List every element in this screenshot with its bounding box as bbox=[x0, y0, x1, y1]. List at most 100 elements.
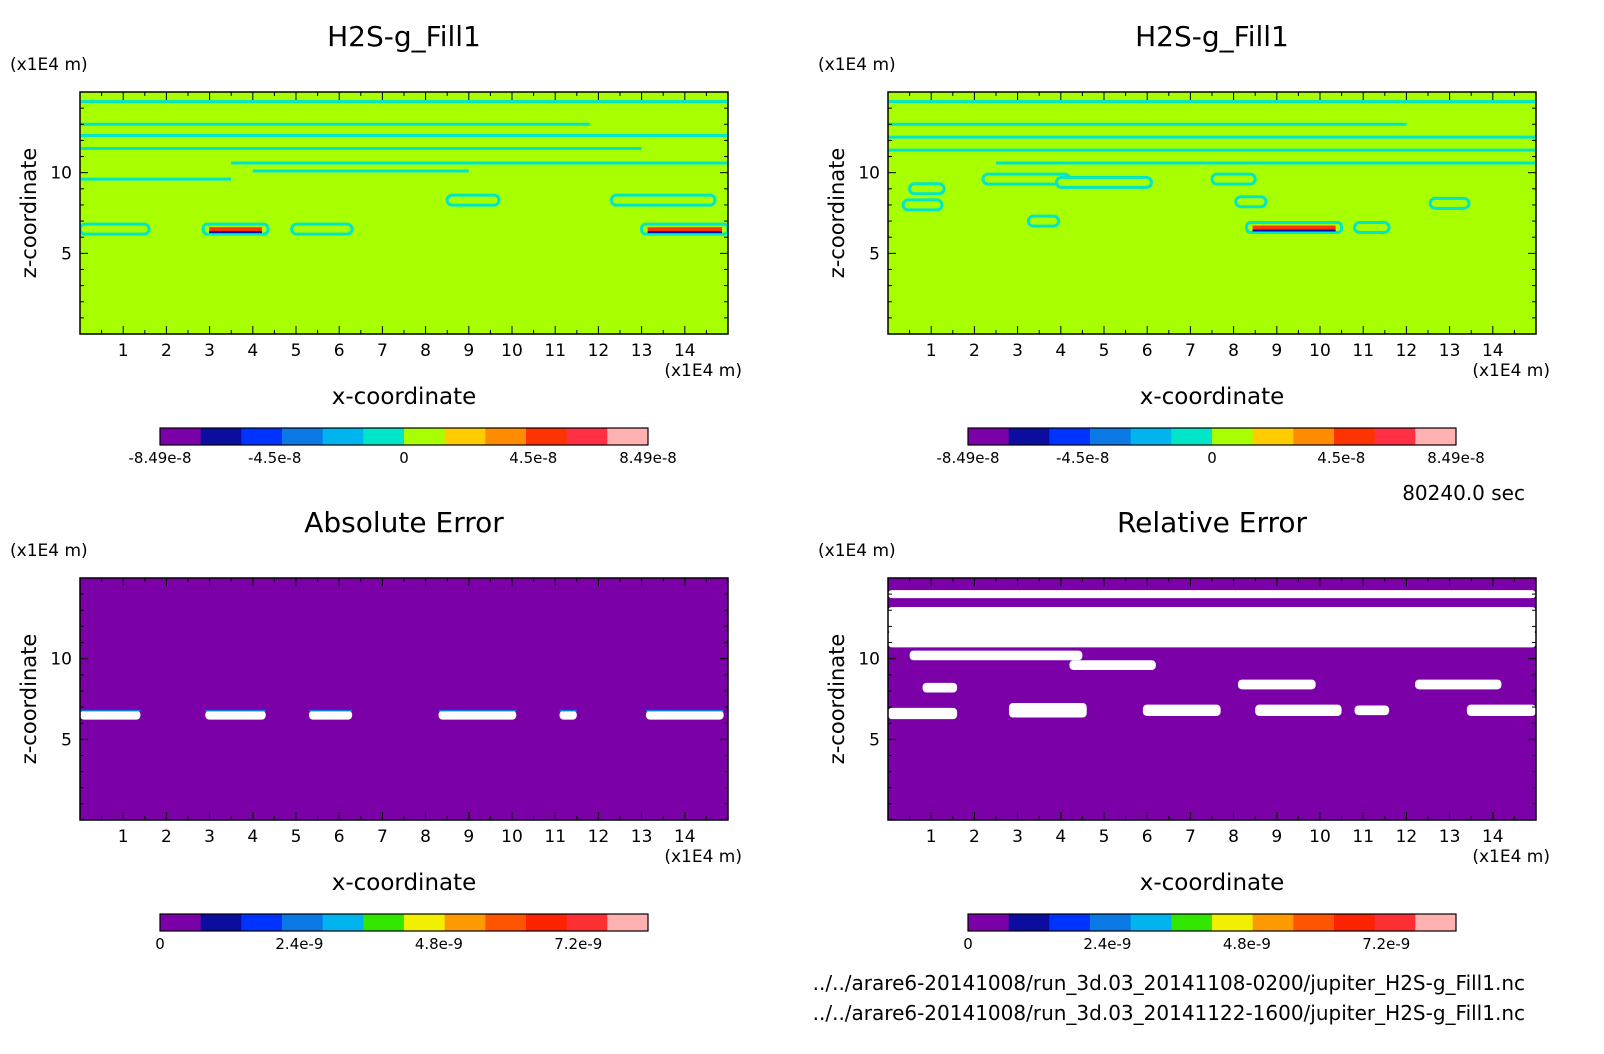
colorbar-segment bbox=[1171, 428, 1213, 445]
colorbar-segment bbox=[1130, 914, 1172, 931]
colorbar-segment bbox=[363, 914, 405, 931]
x-tick-label: 5 bbox=[1099, 341, 1110, 361]
x-tick-label: 11 bbox=[1352, 827, 1374, 847]
x-tick-label: 5 bbox=[291, 341, 302, 361]
y-unit-label: (x1E4 m) bbox=[818, 541, 896, 561]
y-unit-label: (x1E4 m) bbox=[818, 55, 896, 75]
x-tick-label: 6 bbox=[334, 341, 345, 361]
colorbar-segment bbox=[1090, 914, 1132, 931]
x-tick-label: 3 bbox=[204, 341, 215, 361]
x-unit-label: (x1E4 m) bbox=[664, 847, 742, 867]
undefined-region bbox=[645, 710, 724, 720]
contour-blob bbox=[445, 193, 501, 207]
undefined-region bbox=[888, 631, 1536, 648]
x-tick-label: 9 bbox=[1271, 827, 1282, 847]
x-tick-label: 9 bbox=[1271, 341, 1282, 361]
colorbar-segment bbox=[200, 914, 242, 931]
colorbar-segment bbox=[1293, 428, 1335, 445]
time-label: 80240.0 sec bbox=[1402, 481, 1525, 505]
undefined-region bbox=[308, 710, 353, 720]
undefined-region bbox=[205, 710, 266, 720]
plot-features bbox=[888, 100, 1536, 235]
x-tick-label: 4 bbox=[247, 827, 258, 847]
chart-title: H2S-g_Fill1 bbox=[1135, 20, 1289, 53]
x-tick-label: 8 bbox=[420, 341, 431, 361]
file-path-1: ../../arare6-20141008/run_3d.03_20141108… bbox=[813, 971, 1525, 995]
y-tick-label: 5 bbox=[869, 244, 880, 264]
contour-blob bbox=[1428, 196, 1471, 210]
colorbar-tick-label: 0 bbox=[1207, 449, 1217, 467]
contour-blob bbox=[1054, 175, 1154, 189]
contour-blob bbox=[609, 193, 717, 207]
colorbar-tick-label: 2.4e-9 bbox=[1083, 935, 1131, 953]
colorbar-tick-label: 4.5e-8 bbox=[509, 449, 557, 467]
contour-blob bbox=[80, 222, 151, 236]
x-tick-label: 4 bbox=[247, 341, 258, 361]
colorbar-segment bbox=[607, 428, 649, 445]
colorbar-segment bbox=[1049, 914, 1091, 931]
y-tick-label: 10 bbox=[50, 164, 72, 184]
x-tick-label: 10 bbox=[1309, 341, 1331, 361]
plot-background bbox=[80, 92, 728, 334]
colorbar-segment bbox=[1334, 428, 1376, 445]
undefined-region bbox=[438, 710, 517, 720]
undefined-region bbox=[888, 590, 1536, 599]
colorbar-segment bbox=[1212, 914, 1254, 931]
colorbar-segment bbox=[241, 428, 283, 445]
chart-panel-1: H2S-g_Fill1(x1E4 m)1 2 3 4 5 6 7 8 9 10 11 12 13 1451… bbox=[10, 20, 742, 467]
x-tick-label: 4 bbox=[1055, 827, 1066, 847]
colorbar-segment bbox=[1049, 428, 1091, 445]
y-axis-label: z-coordinate bbox=[825, 148, 849, 279]
x-tick-label: 10 bbox=[501, 341, 523, 361]
colorbar-tick-label: 7.2e-9 bbox=[1362, 935, 1410, 953]
y-axis-label: z-coordinate bbox=[825, 634, 849, 765]
x-tick-label: 5 bbox=[1099, 827, 1110, 847]
plot-background bbox=[80, 578, 728, 820]
x-tick-label: 3 bbox=[204, 827, 215, 847]
colorbar-tick-label: -8.49e-8 bbox=[937, 449, 1000, 467]
colorbar-segment bbox=[968, 914, 1010, 931]
colorbar-tick-label: 0 bbox=[155, 935, 165, 953]
x-tick-label: 8 bbox=[1228, 341, 1239, 361]
undefined-region bbox=[1466, 704, 1536, 716]
colorbar-tick-label: 8.49e-8 bbox=[1427, 449, 1485, 467]
colorbar-segment bbox=[1130, 428, 1172, 445]
colorbar-segment bbox=[160, 428, 202, 445]
x-tick-label: 11 bbox=[544, 341, 566, 361]
undefined-region bbox=[1237, 679, 1316, 690]
undefined-region bbox=[1415, 679, 1502, 690]
colorbar-frame bbox=[967, 427, 1457, 446]
x-tick-label: 14 bbox=[674, 341, 696, 361]
colorbar-segment bbox=[363, 428, 405, 445]
colorbar-segment bbox=[1293, 914, 1335, 931]
contour-hot-core bbox=[1252, 225, 1336, 230]
colorbar-segment bbox=[1252, 428, 1294, 445]
colorbar-segment bbox=[1374, 914, 1416, 931]
y-tick-label: 10 bbox=[858, 650, 880, 670]
x-tick-label: 11 bbox=[544, 827, 566, 847]
x-tick-label: 7 bbox=[377, 341, 388, 361]
undefined-region bbox=[909, 650, 1083, 661]
x-tick-label: 13 bbox=[1439, 341, 1461, 361]
colorbar-tick-label: 4.5e-8 bbox=[1317, 449, 1365, 467]
x-tick-label: 2 bbox=[161, 341, 172, 361]
x-tick-label: 12 bbox=[588, 341, 610, 361]
chart-panel-4: Relative Error(x1E4 m)1 2 3 4 5 6 7 8 9 10 11 12 13 1… bbox=[818, 506, 1550, 953]
colorbar-tick-label: -4.5e-8 bbox=[248, 449, 301, 467]
x-tick-label: 14 bbox=[1482, 341, 1504, 361]
colorbar-segment bbox=[1415, 914, 1457, 931]
colorbar-segment bbox=[444, 428, 486, 445]
contour-blob bbox=[1210, 172, 1257, 186]
x-tick-label: 2 bbox=[161, 827, 172, 847]
undefined-region bbox=[80, 710, 141, 720]
undefined-region bbox=[1354, 705, 1390, 716]
chart-title: H2S-g_Fill1 bbox=[327, 20, 481, 53]
colorbar-segment bbox=[968, 428, 1010, 445]
x-unit-label: (x1E4 m) bbox=[1472, 847, 1550, 867]
colorbar-segment bbox=[485, 428, 527, 445]
x-tick-label: 10 bbox=[1309, 827, 1331, 847]
x-tick-label: 9 bbox=[463, 341, 474, 361]
undefined-region bbox=[1255, 704, 1342, 716]
x-tick-label: 2 bbox=[969, 341, 980, 361]
x-axis-label: x-coordinate bbox=[1140, 870, 1285, 896]
